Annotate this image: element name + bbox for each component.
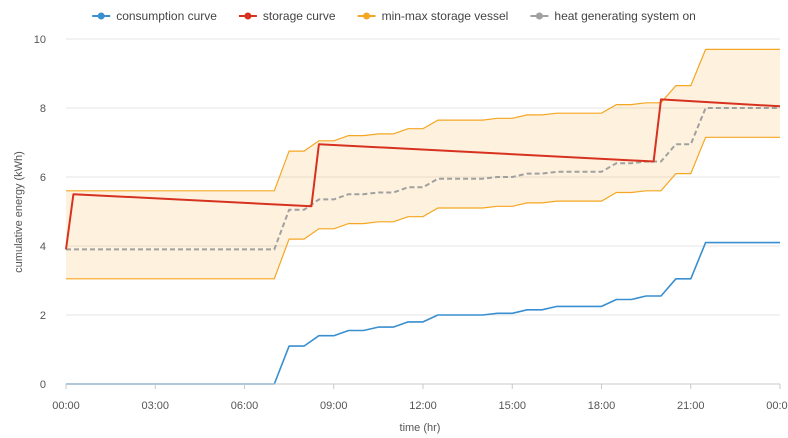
min-max-band-area [66,49,780,279]
x-tick-label: 06:00 [231,400,259,412]
y-axis-title: cumulative energy (kWh) [13,151,25,273]
x-tick-label: 21:00 [677,400,705,412]
legend-swatch-marker [244,12,252,20]
min-max-lower-line [66,136,780,280]
y-tick-label: 10 [34,34,46,46]
legend-item-consumption[interactable]: consumption curve [92,9,217,23]
x-tick-label: 12:00 [409,400,437,412]
y-tick-label: 6 [40,172,46,184]
legend-item-heating[interactable]: heat generating system on [530,9,696,23]
x-axis-title: time (hr) [400,422,441,434]
x-tick-label: 18:00 [588,400,616,412]
legend-label: heat generating system on [554,9,695,23]
legend-swatch-marker [535,12,543,20]
x-tick-label: 00:00 [766,400,788,412]
min-max-band [66,48,780,280]
y-tick-label: 2 [40,310,46,322]
y-tick-label: 8 [40,103,46,115]
x-tick-label: 09:00 [320,400,348,412]
legend-swatch-marker [363,12,371,20]
consumption-series-line [66,241,780,385]
legend[interactable]: consumption curve storage curve min-max st… [92,9,696,23]
legend-swatch-marker [97,12,105,20]
legend-item-minmax[interactable]: min-max storage vessel [357,9,509,23]
legend-label: min-max storage vessel [382,9,509,23]
series-lines [65,98,781,385]
x-tick-label: 15:00 [498,400,526,412]
x-tick-label: 03:00 [141,400,169,412]
axes: 0 2 4 6 8 10 00:00 03:00 06:00 09:00 12:00 15:00 18:… [34,34,788,412]
y-tick-label: 0 [40,379,46,391]
y-tick-label: 4 [40,241,46,253]
heating-series-line [66,107,780,251]
x-tick-label: 00:00 [52,400,80,412]
storage-series-line [65,98,781,250]
legend-item-storage[interactable]: storage curve [238,9,336,23]
legend-label: consumption curve [116,9,217,23]
min-max-upper-line [66,48,780,192]
legend-label: storage curve [263,9,336,23]
